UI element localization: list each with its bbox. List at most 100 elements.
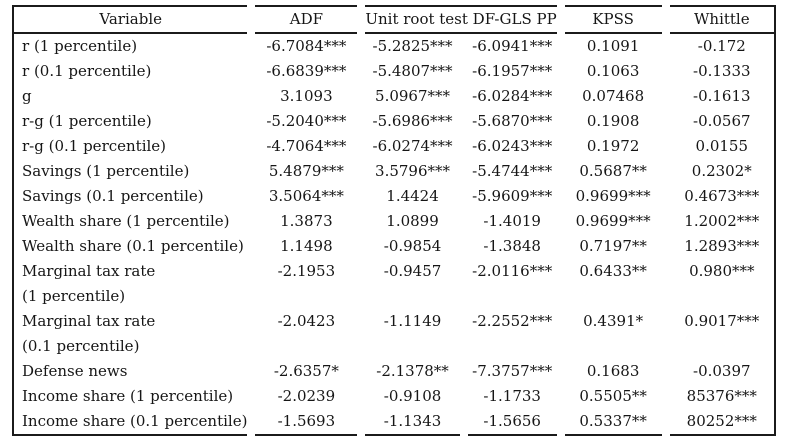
unit-root-test-table: Variable ADF Unit root test DF-GLS PP KP… [4, 5, 784, 436]
variable-cell: g [12, 84, 247, 109]
table-row: Savings (1 percentile) 5.4879*** 3.5796***… [12, 159, 776, 184]
whittle-cell: -0.172 [670, 34, 776, 59]
dfgls-cell [365, 334, 459, 359]
dfgls-cell: -5.2825*** [372, 37, 453, 55]
column-header-adf: ADF [255, 5, 358, 34]
adf-cell: -2.0239 [277, 387, 336, 405]
adf-cell: -6.7084*** [266, 37, 347, 55]
variable-cell: Savings (1 percentile) [12, 159, 247, 184]
kpss-cell: 0.1972 [586, 137, 640, 155]
variable-cell: Wealth share (0.1 percentile) [12, 234, 247, 259]
whittle-cell: 1.2002*** [670, 209, 776, 234]
adf-cell: 3.1093 [280, 87, 333, 105]
whittle-cell: -0.1613 [670, 84, 776, 109]
dfgls-cell: -5.4807*** [372, 62, 453, 80]
pp-cell: -1.5656 [467, 409, 557, 436]
whittle-cell: 80252*** [669, 409, 776, 436]
table-row: Wealth share (1 percentile) 1.3873 1.0899 -… [12, 209, 776, 234]
kpss-cell: 0.5687** [579, 162, 647, 180]
variable-cell: Marginal tax rate [12, 309, 247, 334]
kpss-cell [565, 284, 662, 309]
kpss-cell: 0.1063 [586, 62, 640, 80]
adf-cell: -5.2040*** [266, 112, 347, 130]
table-row: Income share (0.1 percentile) -1.5693 -1.1… [12, 409, 776, 436]
dfgls-cell: 3.5796*** [375, 162, 451, 180]
dfgls-cell: 5.0967*** [375, 87, 451, 105]
column-header-variable: Variable [12, 5, 248, 34]
table-row: r-g (1 percentile) -5.2040*** -5.6986*** -5… [12, 109, 776, 134]
variable-cell: Savings (0.1 percentile) [12, 184, 247, 209]
dfgls-cell [365, 284, 459, 309]
adf-cell: -2.1953 [277, 262, 336, 280]
whittle-cell: 1.2893*** [670, 234, 776, 259]
variable-cell: r-g (1 percentile) [12, 109, 247, 134]
whittle-cell: -0.0397 [670, 359, 776, 384]
table-row: r (0.1 percentile) -6.6839*** -5.4807*** -6… [12, 59, 776, 84]
pp-cell: -6.1957*** [472, 62, 553, 80]
dfgls-cell: -0.9457 [383, 262, 442, 280]
adf-cell: 3.5064*** [268, 187, 344, 205]
kpss-cell: 0.5337** [564, 409, 662, 436]
table-row: Marginal tax rate -2.1953 -0.9457 -2.0116**… [12, 259, 776, 284]
dfgls-cell: -6.0274*** [372, 137, 453, 155]
variable-cell: r (0.1 percentile) [12, 59, 247, 84]
variable-cell: Marginal tax rate [12, 259, 247, 284]
whittle-cell: 85376*** [670, 384, 776, 409]
pp-cell: -2.2552*** [472, 312, 553, 330]
kpss-cell: 0.1091 [586, 37, 640, 55]
column-header-whittle: Whittle [669, 5, 776, 34]
kpss-cell: 0.1683 [586, 362, 640, 380]
adf-cell: 5.4879*** [268, 162, 344, 180]
dfgls-cell: -5.6986*** [372, 112, 453, 130]
variable-cell: Income share (0.1 percentile) [12, 409, 248, 436]
whittle-cell [670, 334, 776, 359]
pp-cell: -5.9609*** [472, 187, 553, 205]
header-row: Variable ADF Unit root test DF-GLS PP KP… [12, 5, 776, 34]
adf-cell [255, 284, 357, 309]
kpss-cell: 0.07468 [582, 87, 645, 105]
whittle-cell: 0.0155 [670, 134, 776, 159]
pp-cell [468, 284, 557, 309]
variable-cell-continuation: (0.1 percentile) [12, 334, 247, 359]
kpss-cell [565, 334, 662, 359]
table-row: Wealth share (0.1 percentile) 1.1498 -0.98… [12, 234, 776, 259]
adf-cell [255, 334, 357, 359]
adf-cell: 1.1498 [280, 237, 333, 255]
table-row: Marginal tax rate -2.0423 -1.1149 -2.2552**… [12, 309, 776, 334]
pp-cell: -7.3757*** [472, 362, 553, 380]
variable-cell: r-g (0.1 percentile) [12, 134, 247, 159]
kpss-cell: 0.9699*** [575, 212, 651, 230]
whittle-cell: 0.9017*** [670, 309, 776, 334]
pp-cell: -6.0284*** [472, 87, 553, 105]
variable-cell-continuation: (1 percentile) [12, 284, 247, 309]
table-row: Defense news -2.6357* -2.1378** -7.3757*** 0… [12, 359, 776, 384]
whittle-cell: 0.4673*** [670, 184, 776, 209]
table-row: g 3.1093 5.0967*** -6.0284*** 0.07468 -0.1613 [12, 84, 776, 109]
whittle-cell: 0.980*** [670, 259, 776, 284]
table-body: r (1 percentile) -6.7084*** -5.2825*** -6.0… [12, 34, 776, 436]
pp-cell [468, 334, 557, 359]
pp-cell: -1.4019 [483, 212, 541, 230]
column-header-unit-root-test: Unit root test DF-GLS PP [365, 5, 557, 34]
table-row: Income share (1 percentile) -2.0239 -0.910… [12, 384, 776, 409]
kpss-cell: 0.6433** [579, 262, 647, 280]
pp-cell: -6.0243*** [472, 137, 553, 155]
variable-cell: Defense news [12, 359, 247, 384]
dfgls-cell: -1.1343 [365, 409, 460, 436]
adf-cell: -2.6357* [273, 362, 339, 380]
kpss-cell: 0.9699*** [575, 187, 651, 205]
adf-cell: 1.3873 [280, 212, 333, 230]
adf-cell: -4.7064*** [266, 137, 347, 155]
table-row: r-g (0.1 percentile) -4.7064*** -6.0274***… [12, 134, 776, 159]
variable-cell: Income share (1 percentile) [12, 384, 247, 409]
pp-cell: -5.4744*** [472, 162, 553, 180]
dfgls-cell: 1.4424 [386, 187, 439, 205]
pp-cell: -6.0941*** [472, 37, 553, 55]
kpss-cell: 0.1908 [586, 112, 640, 130]
variable-cell: Wealth share (1 percentile) [12, 209, 247, 234]
whittle-cell: -0.1333 [670, 59, 776, 84]
whittle-cell: 0.2302* [670, 159, 776, 184]
dfgls-cell: -0.9108 [383, 387, 442, 405]
whittle-cell: -0.0567 [670, 109, 776, 134]
